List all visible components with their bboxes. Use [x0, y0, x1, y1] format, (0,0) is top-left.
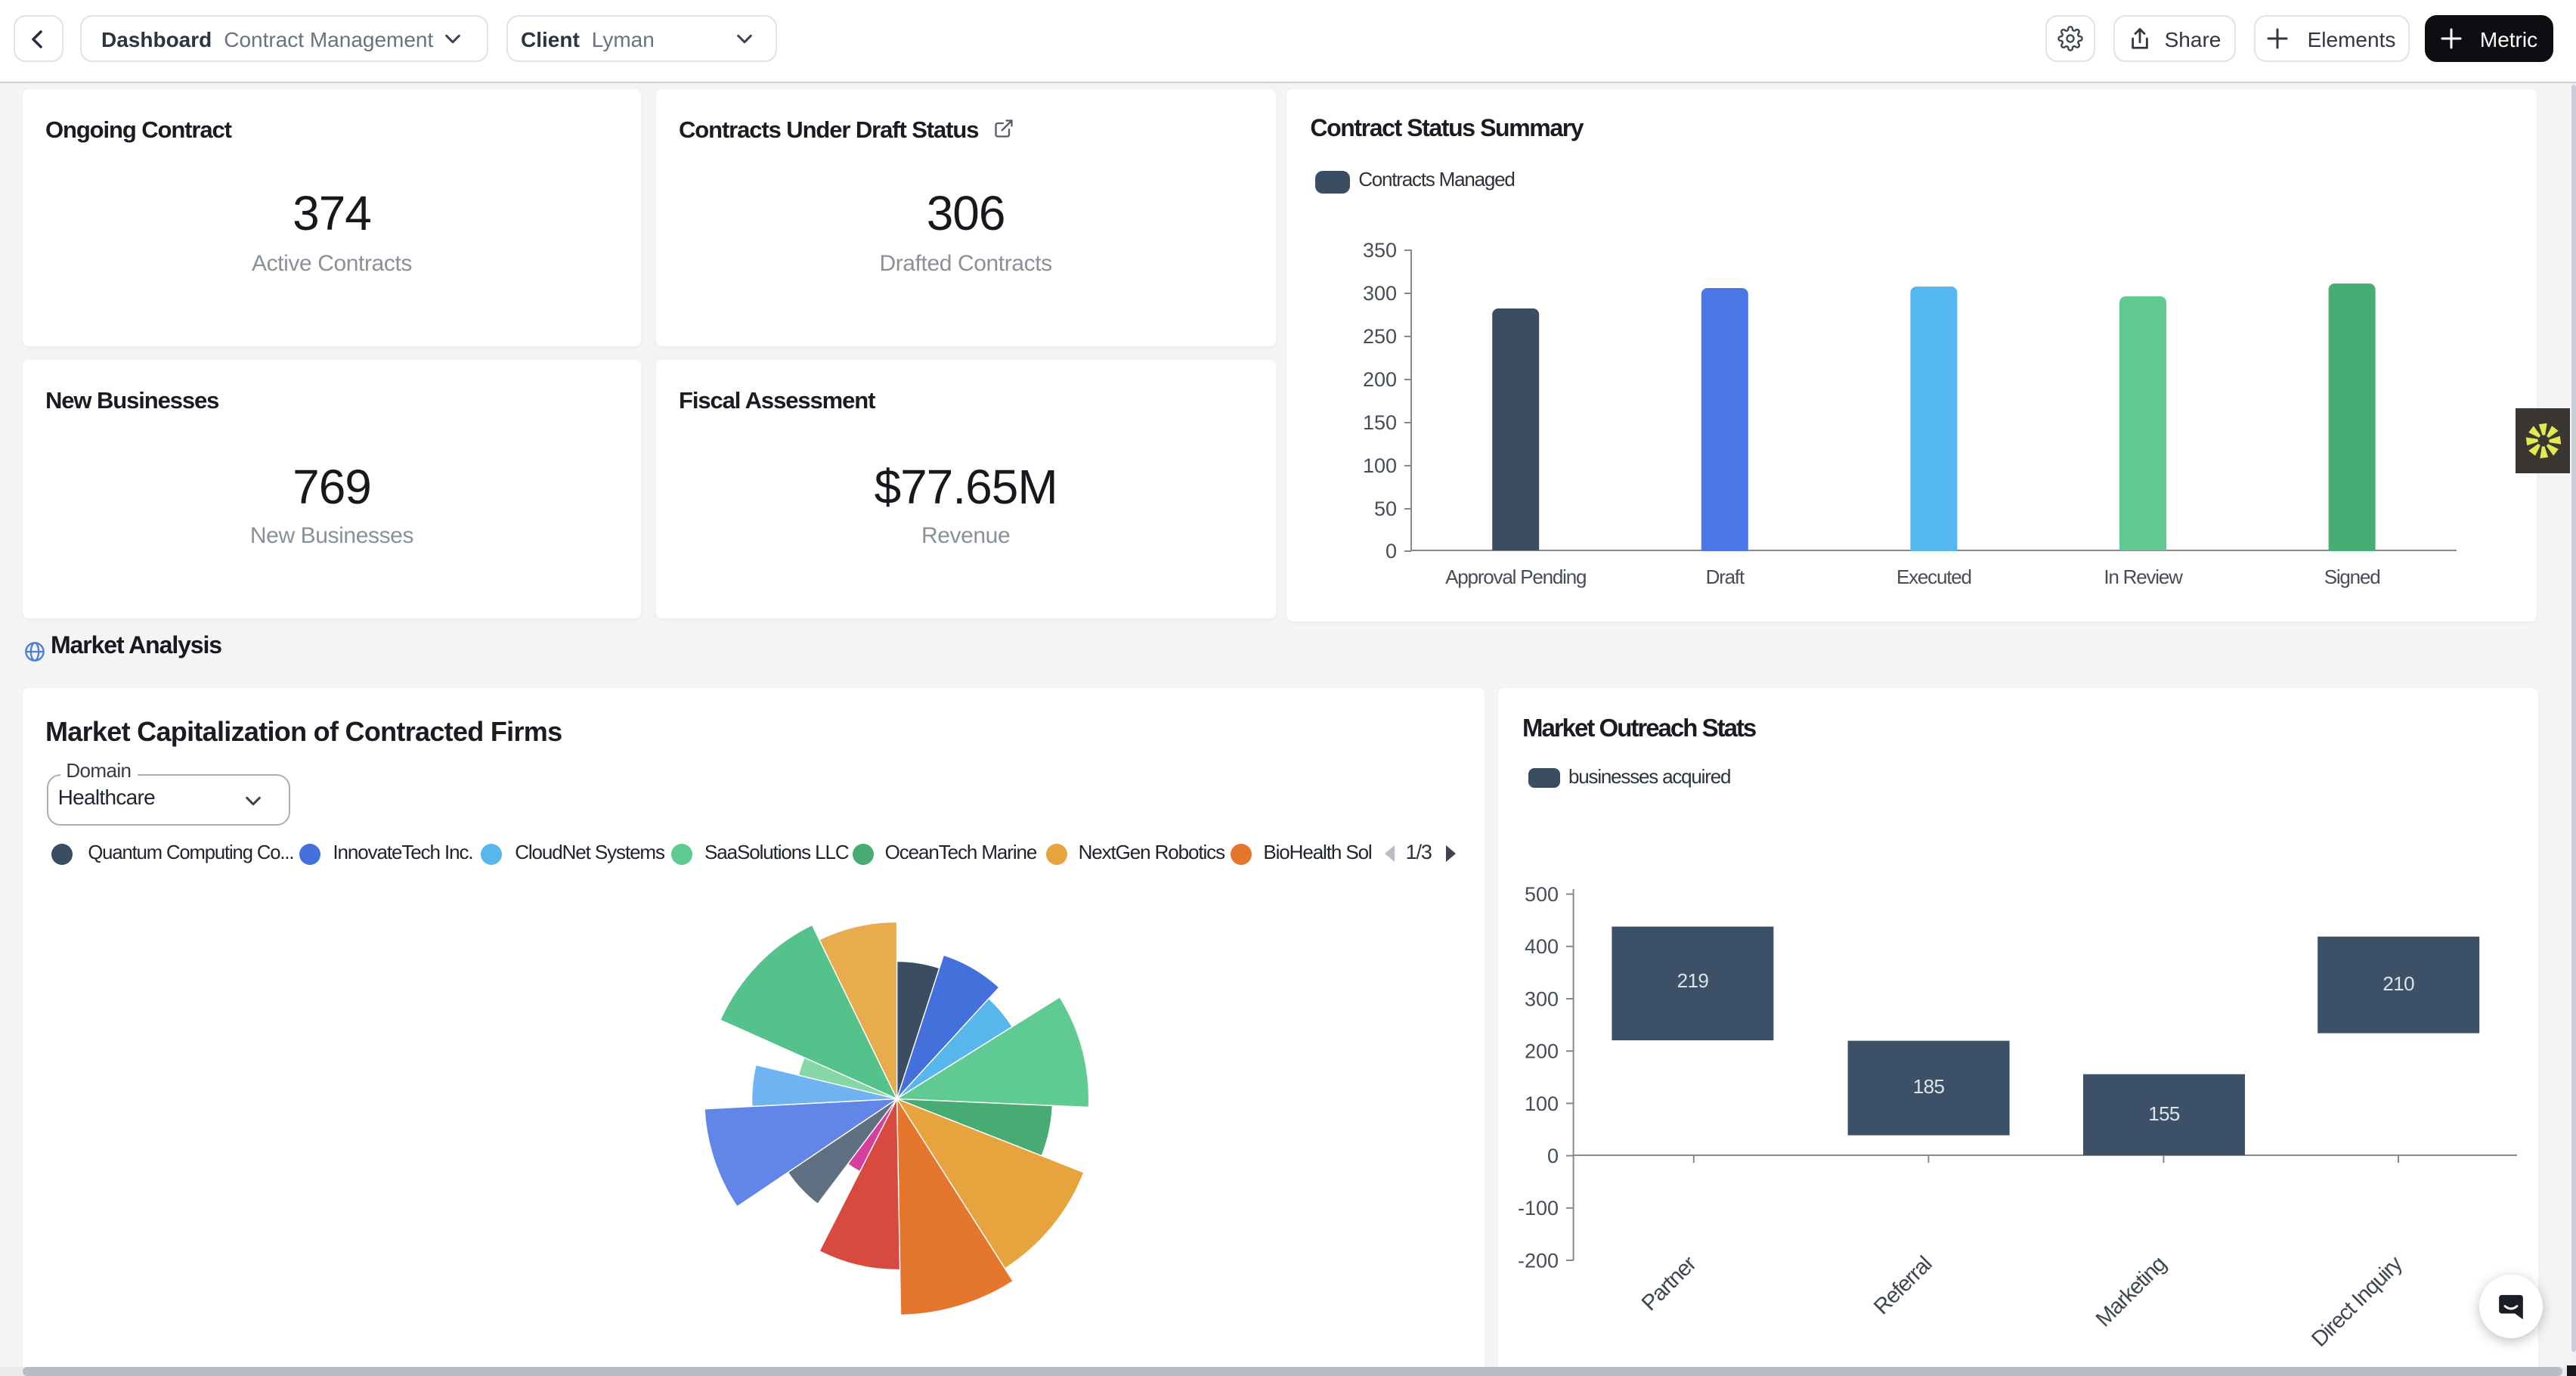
svg-text:300: 300: [1362, 282, 1396, 305]
svg-text:-200: -200: [1518, 1249, 1559, 1272]
svg-text:Approval Pending: Approval Pending: [1444, 566, 1585, 588]
svg-text:155: 155: [2148, 1102, 2180, 1125]
svg-text:200: 200: [1525, 1040, 1559, 1063]
svg-text:210: 210: [2382, 972, 2414, 995]
svg-text:Executed: Executed: [1896, 566, 1971, 588]
svg-text:0: 0: [1547, 1145, 1559, 1167]
svg-text:50: 50: [1373, 497, 1396, 520]
svg-text:150: 150: [1362, 411, 1396, 434]
svg-text:400: 400: [1525, 935, 1559, 958]
svg-text:100: 100: [1362, 454, 1396, 477]
svg-text:Referral: Referral: [1869, 1252, 1937, 1319]
svg-text:200: 200: [1362, 368, 1396, 391]
svg-text:Partner: Partner: [1637, 1251, 1701, 1316]
svg-text:500: 500: [1525, 883, 1559, 906]
svg-text:300: 300: [1525, 987, 1559, 1010]
svg-text:185: 185: [1913, 1075, 1945, 1098]
svg-text:350: 350: [1362, 239, 1396, 262]
svg-text:Direct Inquiry: Direct Inquiry: [2307, 1251, 2407, 1352]
svg-text:In Review: In Review: [2103, 566, 2182, 588]
svg-text:-100: -100: [1518, 1197, 1559, 1219]
svg-text:100: 100: [1525, 1092, 1559, 1115]
svg-text:Draft: Draft: [1705, 566, 1745, 588]
svg-text:250: 250: [1362, 325, 1396, 348]
svg-text:Marketing: Marketing: [2091, 1252, 2171, 1331]
svg-text:Signed: Signed: [2324, 566, 2379, 588]
svg-text:0: 0: [1385, 540, 1396, 562]
svg-text:219: 219: [1677, 969, 1709, 992]
